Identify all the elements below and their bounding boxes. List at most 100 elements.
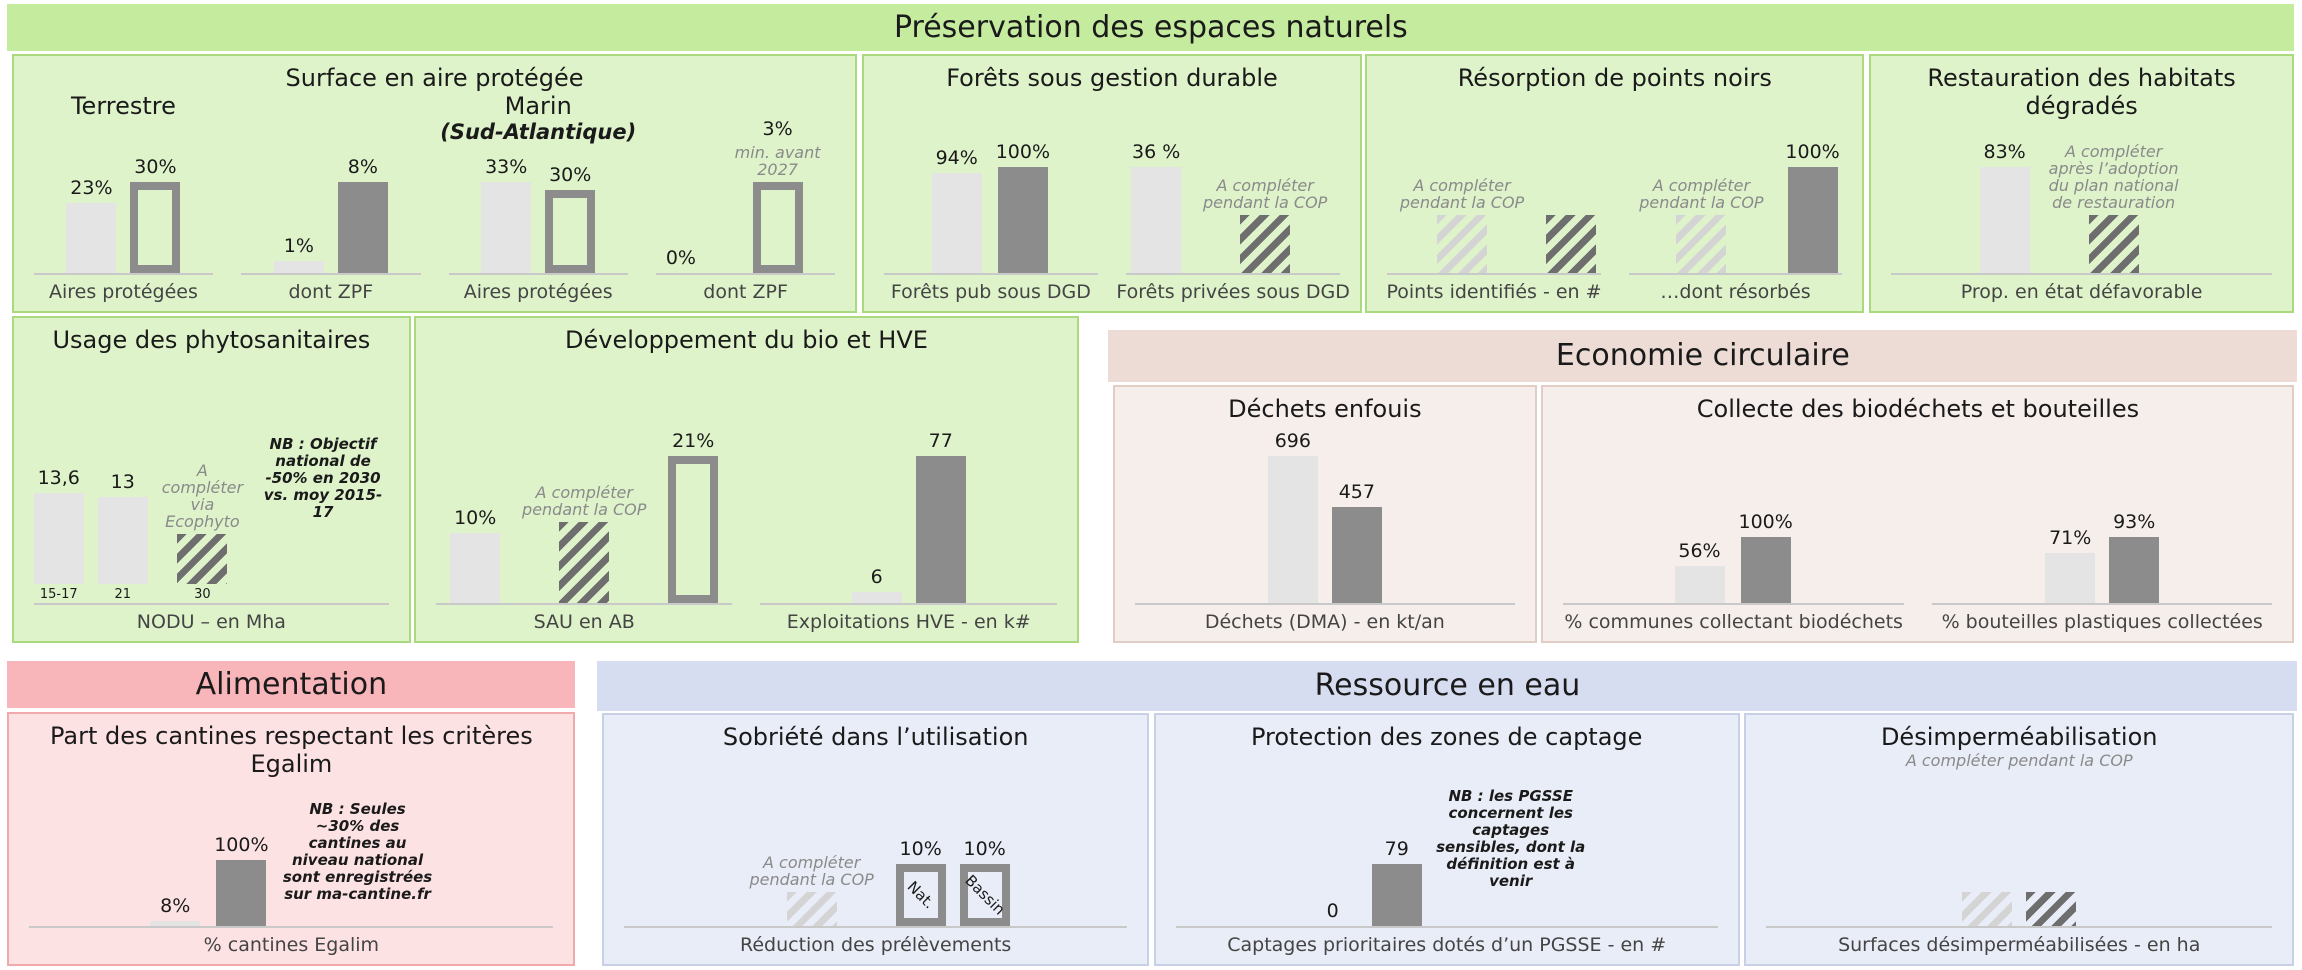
bar-area: 13,6 15-17 13 21 A compléter via Ecophyto 30 N… [33, 354, 390, 605]
chart-subtitle: (Sud-Atlantique) [440, 120, 637, 145]
chart-title: Terrestre [70, 92, 176, 121]
bar-area [1765, 770, 2273, 928]
panel-title: Restauration des habitats dégradés [1927, 64, 2236, 121]
bar-column: 696 [1267, 430, 1318, 603]
mini-chart: A compléter pendant la COP 10% Nat. 10% Bass… [610, 751, 1142, 959]
mini-chart: 0 79 NB : les PGSSE concernent les captage… [1162, 751, 1732, 959]
panel: Sobriété dans l’utilisation A compléter p… [601, 713, 1150, 966]
chart-heading: Terrestre [20, 92, 227, 146]
chart-label: …dont résorbés [1660, 280, 1811, 303]
bar-column: A compléter pendant la COP [1392, 177, 1532, 273]
bar-note: min. avant 2027 [734, 142, 821, 179]
chart-label: Aires protégées [49, 280, 198, 303]
value-label: 30% [134, 155, 177, 178]
value-label: 100% [1738, 510, 1793, 533]
value-label: 0% [665, 246, 696, 269]
bar-area: A compléter pendant la COP 10% Nat. 10% Bass… [623, 751, 1128, 928]
mini-chart: Marin (Sud-Atlantique) 33% 30% Aires protégé… [435, 92, 642, 306]
value-label: 100% [214, 833, 269, 856]
bar-column: 13,6 15-17 [33, 466, 84, 603]
bar-column: 79 [1371, 838, 1422, 926]
bar [1546, 214, 1597, 273]
value-label: 36 % [1132, 140, 1181, 163]
chart-row: A compléter pendant la COP 10% Nat. 10% Bass… [610, 751, 1142, 959]
bar-inner-label: Bassin [961, 871, 1009, 919]
value-label: 83% [1983, 140, 2026, 163]
value-label: 10% [899, 838, 942, 861]
bar-area: 36 % A compléter pendant la COP [1126, 92, 1341, 275]
value-label: 77 [928, 430, 953, 453]
value-label: 8% [347, 155, 378, 178]
bar [1437, 214, 1488, 273]
panel-title: Usage des phytosanitaires [52, 325, 371, 354]
value-label: 33% [485, 155, 528, 178]
bar-column: 23% [66, 176, 117, 273]
bar-column: 56% [1674, 540, 1725, 603]
bar-column: 93% [2109, 511, 2160, 603]
chart-label: dont ZPF [288, 280, 374, 303]
chart-label: Surfaces désimperméabilisées - en ha [1838, 933, 2201, 956]
bar-area: 71% 93% [1931, 423, 2273, 605]
value-label: 23% [70, 176, 113, 199]
bar-column: 6 [851, 566, 902, 603]
bar-note: A compléter pendant la COP [749, 853, 874, 890]
chart-label: Réduction des prélèvements [739, 933, 1012, 956]
bar [1979, 166, 2030, 273]
value-label: 30% [549, 163, 592, 186]
section-title: Economie circulaire [1108, 330, 2298, 382]
panel: Usage des phytosanitaires 13,6 15-17 13 21 A … [11, 315, 412, 643]
value-label: 13,6 [37, 466, 80, 489]
mini-chart: 71% 93% % bouteilles plastiques collectées [1918, 423, 2287, 637]
chart-label: Aires protégées [463, 280, 613, 303]
bar [33, 492, 84, 584]
bar [1674, 565, 1725, 603]
bar-column: 1% [273, 235, 324, 273]
bar-column: 3% min. avant 2027 [720, 118, 835, 273]
mini-chart: A compléter pendant la COP Points identif… [1373, 92, 1615, 306]
panel: Part des cantines respectant les critère… [7, 711, 576, 966]
bar-column: 21% [668, 430, 719, 603]
chart-label: Exploitations HVE - en k# [786, 610, 1031, 633]
nb-note: NB : Seules ~30% des cantines au niveau … [282, 799, 433, 903]
mini-chart: 13,6 15-17 13 21 A compléter via Ecophyto 30 N… [20, 354, 403, 637]
section-title: Ressource en eau [597, 660, 2298, 711]
bar-column: 33% [481, 155, 532, 273]
bar-column: 0 [1308, 900, 1358, 926]
chart-label: Forêts pub sous DGD [890, 280, 1091, 303]
mini-chart: 1% 8% dont ZPF [227, 92, 434, 306]
chart-row: 8% 100% NB : Seules ~30% des cantines au n… [15, 778, 567, 960]
bar-note: A compléter pendant la COP [1202, 175, 1328, 212]
bar [273, 261, 324, 273]
bar [450, 533, 501, 603]
bar [559, 522, 610, 603]
bar-column: 10% Nat. [895, 838, 946, 926]
chart-row: 56% 100% % communes collectant biodéchets 7… [1549, 423, 2286, 637]
panel-title: Désimperméabilisation [1880, 723, 2158, 752]
bar [97, 496, 148, 584]
bar-area: 1% 8% [241, 146, 421, 275]
chart-label: NODU – en Mha [136, 610, 286, 633]
bar [752, 181, 803, 273]
bar-column: 71% [2045, 526, 2096, 603]
category-label: 30 [194, 586, 211, 602]
value-label: 94% [935, 147, 978, 170]
bar-area: 6 77 [760, 354, 1057, 605]
category-label: 15-17 [39, 586, 78, 602]
bar-column: 8% [337, 155, 388, 273]
chart-heading: Marin (Sud-Atlantique) [435, 92, 642, 146]
chart-row: Terrestre 23% 30% Aires protégées 1% 8% dont Z… [20, 92, 850, 306]
bar: Nat. [895, 864, 946, 926]
nb-note: NB : les PGSSE concernent les captages s… [1436, 786, 1586, 890]
bar-column [1962, 892, 2013, 926]
chart-row: 13,6 15-17 13 21 A compléter via Ecophyto 30 N… [20, 354, 403, 637]
panel-title: Forêts sous gestion durable [946, 64, 1278, 93]
bar-column: 8% [150, 895, 201, 926]
bar [1740, 536, 1791, 603]
bar-column: A compléter après l’adoption du plan nat… [2044, 143, 2184, 273]
value-label: 10% [963, 838, 1006, 861]
panel-title: Sobriété dans l’utilisation [722, 723, 1029, 752]
chart-label: Captages prioritaires dotés d’un PGSSE -… [1227, 933, 1667, 956]
chart-heading [227, 92, 434, 146]
bar [1131, 166, 1182, 273]
value-label: 71% [2049, 526, 2092, 549]
